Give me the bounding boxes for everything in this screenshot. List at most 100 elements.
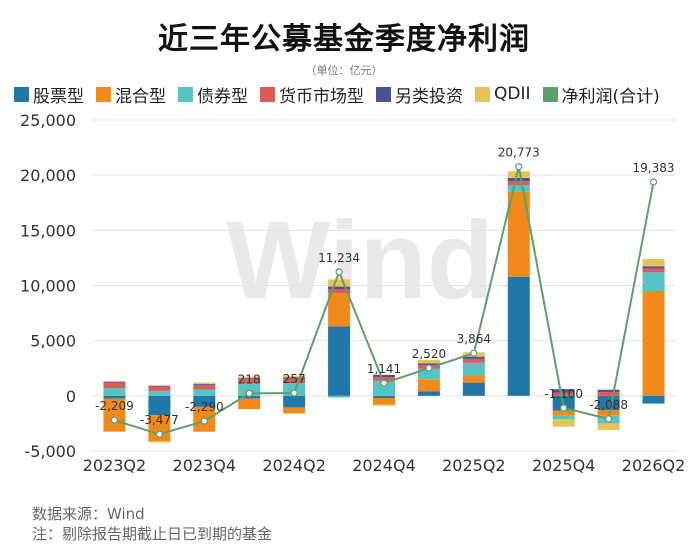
legend-item: 另类投资 [376,82,463,107]
bar-segment [462,358,485,363]
data-label: 19,383 [633,161,675,175]
x-tick-label: 2024Q2 [262,456,326,475]
bar-segment [597,410,620,416]
source-note: 数据来源：Wind [32,505,145,523]
bar-segment [238,376,261,379]
bar-segment [193,395,216,407]
bar-segment [417,391,440,396]
bar-segment [283,377,306,379]
bar-segment [507,191,530,277]
legend: 股票型 混合型 债券型 货币市场型 另类投资 QDII 净利润(合计) [14,80,684,108]
bar-segment [552,389,575,393]
bar-segment [238,395,261,399]
stacked-bar-chart: Wind -2,209 -3,477 -2,290 218 257 11,234 1,141… [20,111,686,475]
legend-label: 净利润(合计) [561,86,660,107]
bar-segment [103,395,126,399]
bar-segment [193,383,216,385]
bar-segment [283,375,306,378]
legend-swatch [14,86,29,102]
bar-segment [373,377,395,381]
line-point [560,404,568,412]
line-point [155,430,163,438]
bar-segment [238,378,261,380]
legend-label: 债券型 [197,86,248,107]
data-label: -1,100 [544,387,583,401]
legend-swatch [542,86,558,102]
data-label: -2,290 [185,400,224,414]
legend-swatch [475,86,490,102]
bar-segment [328,395,351,398]
bar-segment [642,395,665,404]
bar-segment [193,384,216,390]
bar-segment [193,389,216,396]
bar-segment [148,415,171,442]
bar-segment [597,389,620,392]
watermark: Wind [226,199,494,322]
bar-segment [552,415,575,420]
line-point [290,389,298,397]
bar-segment [507,276,530,396]
data-label: 2,520 [412,347,446,361]
bar-segment [417,363,440,365]
bar-segment [103,398,126,432]
bar-segment [417,359,440,364]
line-point [245,389,253,398]
bar-segment [417,368,440,380]
legend-item: QDII [475,84,531,104]
bar-segment [642,272,665,292]
bar-segment [552,410,575,416]
bar-segment [507,171,530,178]
line-point [380,379,388,387]
footnote: 注：剔除报告期截止日已到期的基金 [32,525,273,543]
line-point [649,178,658,186]
x-tick-label: 2026Q2 [622,456,686,475]
bar-segment [597,395,620,411]
bar-segment [238,398,261,410]
bar-segment [283,407,306,414]
bar-segment [283,395,306,408]
bar-segment [328,326,351,396]
line-point [605,415,613,423]
legend-label: 货币市场型 [279,86,364,107]
chart-title: 近三年公募基金季度净利润 [158,22,530,57]
x-tick-label: 2025Q4 [532,456,596,475]
data-label: -2,088 [589,398,628,412]
unit-note: （单位：亿元） [305,64,383,77]
legend-swatch [96,86,111,102]
data-label: 1,141 [367,362,401,376]
legend-label: 股票型 [33,86,84,107]
bar-segment [373,398,395,405]
bar-segment [148,385,171,387]
legend-swatch [178,86,193,102]
legend-label: 混合型 [115,86,166,107]
y-tick-label: 0 [66,387,76,406]
y-tick-label: 15,000 [20,221,76,240]
bar-segment [148,386,171,391]
bar-segment [507,181,530,186]
bar-segment [328,286,351,290]
data-label: 11,234 [318,251,360,265]
bar-segment [462,382,485,396]
legend-swatch [376,86,391,102]
bar-segment [507,177,530,182]
data-label: -2,209 [95,399,134,413]
bar-segment [597,391,620,396]
bar-segment [373,380,395,396]
bar-segment [373,395,395,399]
bar-segment [148,395,171,416]
bar-segment [462,375,485,383]
data-label: 218 [238,372,261,386]
bar-segment [103,381,126,383]
bar-segment [552,392,575,396]
bar-segment [148,390,171,396]
line-point [110,416,119,424]
bar-segment [642,266,665,269]
line-point [515,163,523,171]
y-tick-label: 10,000 [20,277,76,296]
bar-segment [642,259,665,267]
legend-label: QDII [494,84,531,104]
bar-segment [328,289,351,294]
y-tick-label: 25,000 [20,111,76,130]
bar-segment [642,291,665,396]
bar-segment [462,362,485,376]
